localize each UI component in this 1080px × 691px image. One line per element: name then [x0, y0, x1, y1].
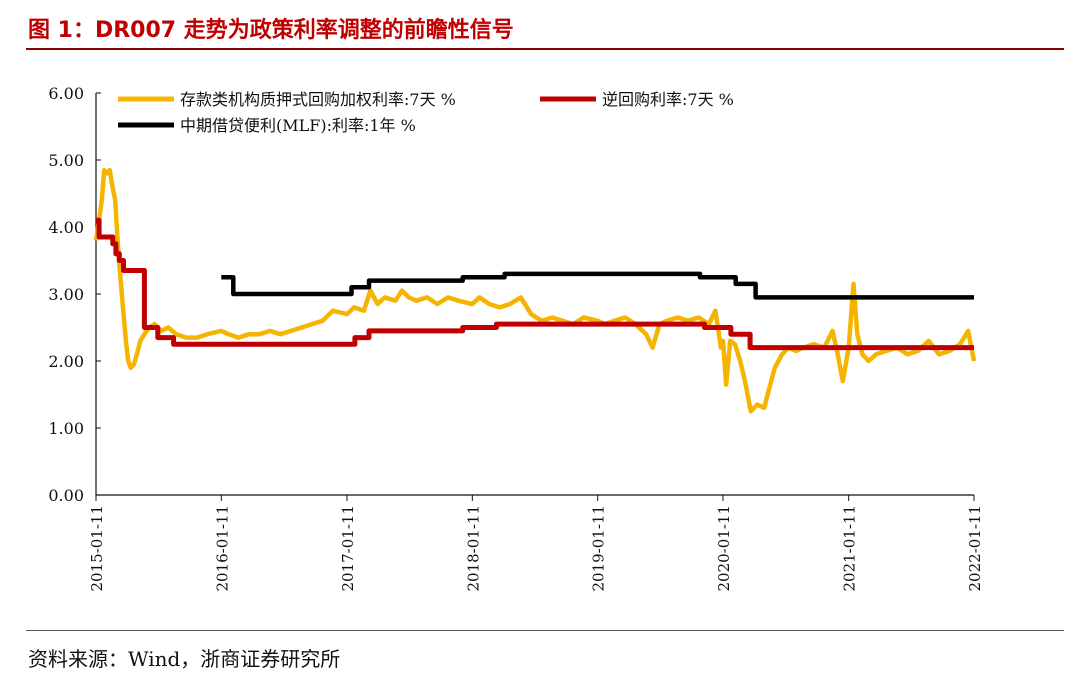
legend-label-1: 逆回购利率:7天 %	[602, 90, 734, 109]
legend-label-0: 存款类机构质押式回购加权利率:7天 %	[180, 90, 456, 109]
source-note: 资料来源：Wind，浙商证券研究所	[28, 647, 341, 671]
y-tick-label: 5.00	[48, 151, 84, 170]
x-tick-label: 2020-01-11	[715, 505, 733, 591]
rate-line-chart: 0.001.002.003.004.005.006.00 2015-01-11 2…	[48, 84, 984, 591]
x-tick-label: 2016-01-11	[213, 505, 231, 591]
y-tick-label: 0.00	[48, 486, 84, 505]
x-tick-label: 2019-01-11	[590, 505, 608, 591]
x-tick-label: 2017-01-11	[339, 505, 357, 591]
figure-title: 图 1：DR007 走势为政策利率调整的前瞻性信号	[28, 18, 514, 43]
x-axis: 2015-01-11 2016-01-11 2017-01-11 2018-01-11…	[88, 494, 984, 591]
x-tick-label: 2021-01-11	[841, 505, 859, 591]
x-tick-label: 2018-01-11	[464, 505, 482, 591]
series-line-0	[93, 167, 977, 414]
y-tick-label: 3.00	[48, 285, 84, 304]
y-tick-label: 2.00	[48, 352, 84, 371]
legend-label-2: 中期借贷便利(MLF):利率:1年 %	[180, 116, 416, 135]
y-tick-label: 6.00	[48, 84, 84, 103]
series-line-2	[221, 271, 974, 300]
series-layer	[93, 167, 977, 414]
y-tick-label: 4.00	[48, 218, 84, 237]
x-tick-label: 2022-01-11	[966, 505, 984, 591]
y-tick-label: 1.00	[48, 419, 84, 438]
source-divider	[26, 630, 1064, 631]
x-tick-label: 2015-01-11	[88, 505, 106, 591]
series-line-1	[96, 217, 974, 351]
y-axis: 0.00 1.00 2.00 3.00 4.00 5.00 6.00	[48, 84, 101, 505]
legend: 存款类机构质押式回购加权利率:7天 % 逆回购利率:7天 % 中期借贷便利(MLF)…	[118, 90, 734, 135]
title-divider	[26, 48, 1064, 50]
